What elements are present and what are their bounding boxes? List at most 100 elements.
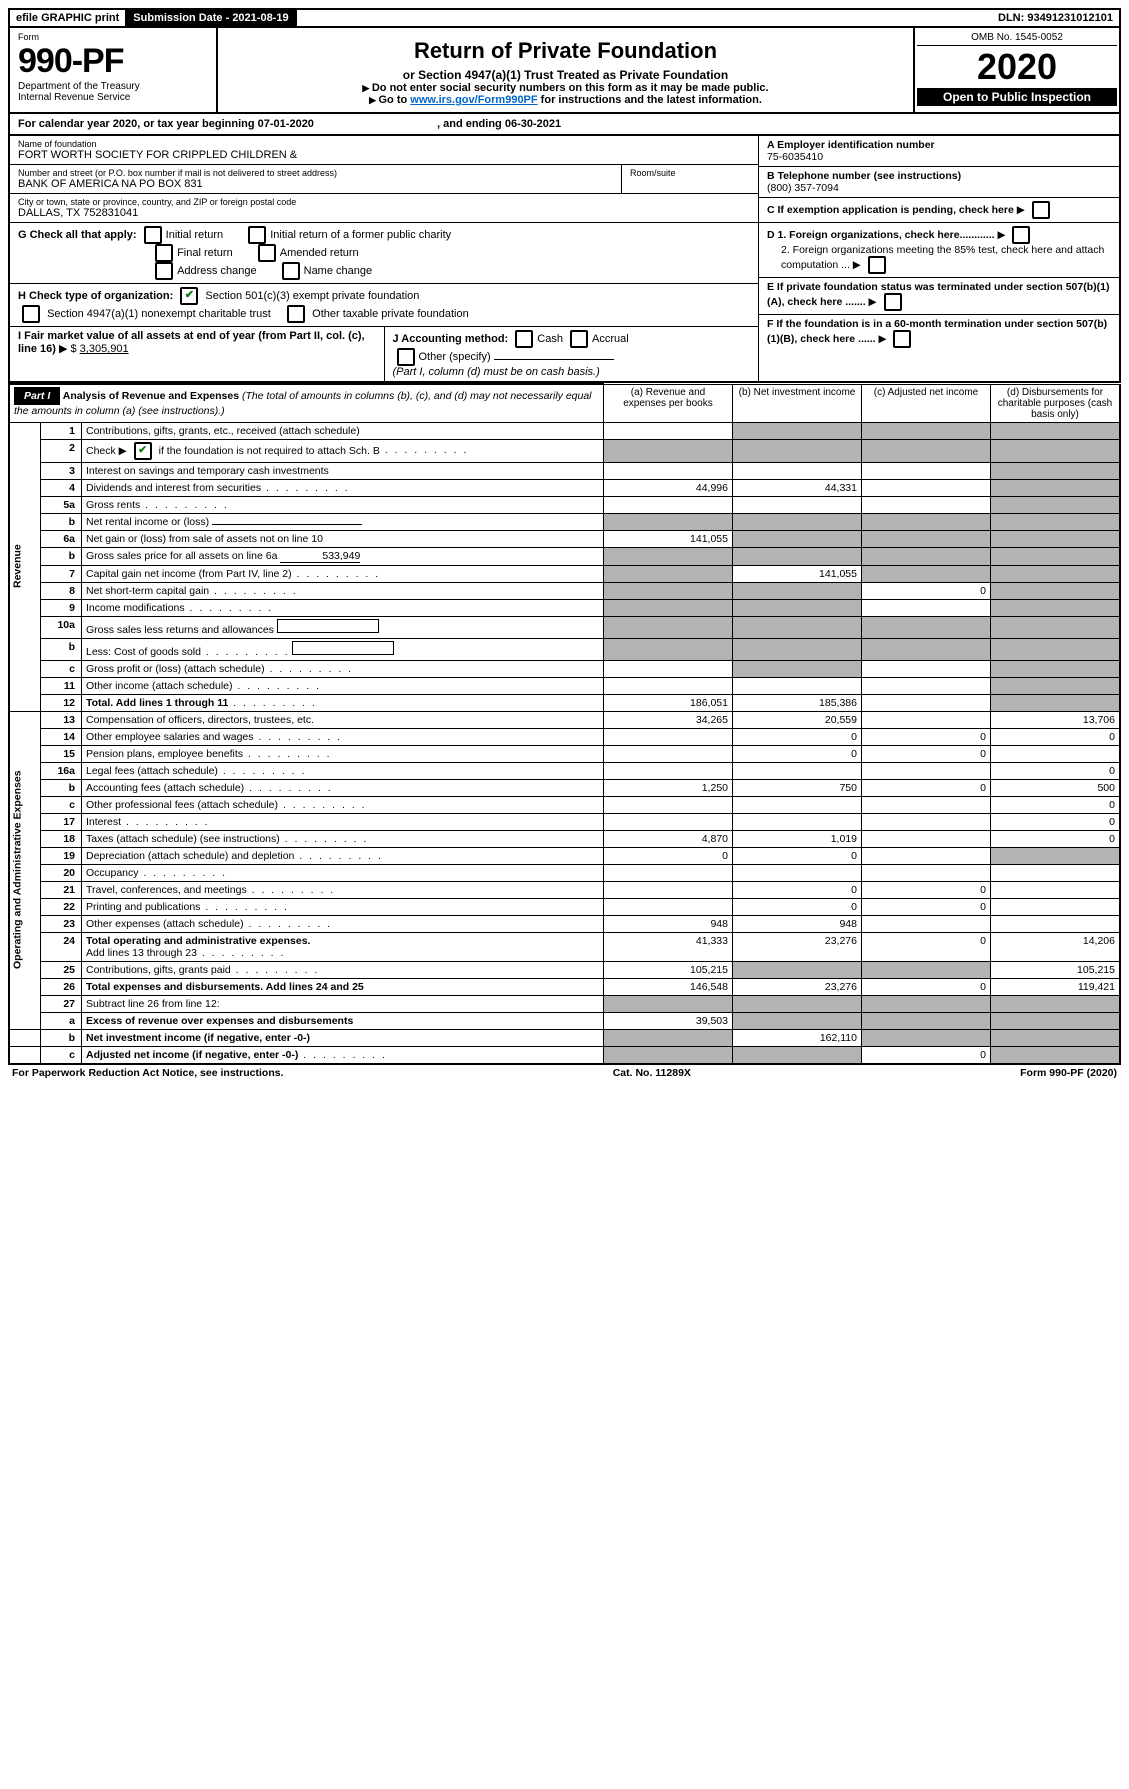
r16c-d: 0: [991, 796, 1121, 813]
r13: Compensation of officers, directors, tru…: [82, 711, 604, 728]
chk-initial-return[interactable]: [144, 226, 162, 244]
chk-other-method[interactable]: [397, 348, 415, 366]
chk-e[interactable]: [884, 293, 902, 311]
r2-post: if the foundation is not required to att…: [159, 444, 380, 456]
dept-label: Department of the Treasury: [18, 81, 208, 92]
r13-d: 13,706: [991, 711, 1121, 728]
r16b-b: 750: [733, 779, 862, 796]
r15-b: 0: [733, 745, 862, 762]
r24-a: 41,333: [604, 932, 733, 961]
r25-d: 105,215: [991, 961, 1121, 978]
r11: Other income (attach schedule): [86, 680, 233, 692]
r27c-c: 0: [862, 1046, 991, 1064]
h-label: H Check type of organization:: [18, 290, 173, 302]
tax-year: 2020: [917, 46, 1117, 88]
foundation-city: DALLAS, TX 752831041: [18, 207, 750, 219]
r27c: Adjusted net income (if negative, enter …: [86, 1049, 298, 1061]
r13-b: 20,559: [733, 711, 862, 728]
page-footer: For Paperwork Reduction Act Notice, see …: [8, 1065, 1121, 1081]
efile-label: efile GRAPHIC print: [10, 10, 127, 26]
city-label: City or town, state or province, country…: [18, 197, 750, 207]
chk-schb[interactable]: [134, 442, 152, 460]
r16a-d: 0: [991, 762, 1121, 779]
r7-b: 141,055: [733, 565, 862, 582]
opt-initial-public: Initial return of a former public charit…: [270, 229, 451, 241]
r7: Capital gain net income (from Part IV, l…: [86, 568, 292, 580]
d2-label: 2. Foreign organizations meeting the 85%…: [781, 244, 1104, 271]
part1-table: Part I Analysis of Revenue and Expenses …: [8, 383, 1121, 1065]
r10b: Less: Cost of goods sold: [86, 646, 201, 658]
r22-c: 0: [862, 898, 991, 915]
r19: Depreciation (attach schedule) and deple…: [86, 850, 294, 862]
opt-501c3: Section 501(c)(3) exempt private foundat…: [205, 290, 419, 302]
chk-exemption-pending[interactable]: [1032, 201, 1050, 219]
irs-label: Internal Revenue Service: [18, 92, 208, 103]
calendar-year-row: For calendar year 2020, or tax year begi…: [8, 114, 1121, 136]
r21-b: 0: [733, 881, 862, 898]
opt-4947a1: Section 4947(a)(1) nonexempt charitable …: [47, 308, 271, 320]
r12-b: 185,386: [733, 694, 862, 711]
chk-cash[interactable]: [515, 330, 533, 348]
chk-accrual[interactable]: [570, 330, 588, 348]
d1-label: D 1. Foreign organizations, check here..…: [767, 229, 995, 241]
r16c: Other professional fees (attach schedule…: [86, 799, 278, 811]
r26-a: 146,548: [604, 978, 733, 995]
r26-b: 23,276: [733, 978, 862, 995]
r26-d: 119,421: [991, 978, 1121, 995]
r16b-a: 1,250: [604, 779, 733, 796]
r27b: Net investment income (if negative, ente…: [82, 1029, 604, 1046]
form-subtitle: or Section 4947(a)(1) Trust Treated as P…: [224, 68, 907, 82]
chk-d2[interactable]: [868, 256, 886, 274]
r23-a: 948: [604, 915, 733, 932]
r14-b: 0: [733, 728, 862, 745]
g-label: G Check all that apply:: [18, 229, 137, 241]
r2-pre: Check ▶: [86, 444, 127, 456]
chk-address-change[interactable]: [155, 262, 173, 280]
chk-amended-return[interactable]: [258, 244, 276, 262]
chk-initial-public[interactable]: [248, 226, 266, 244]
phone-value: (800) 357-7094: [767, 182, 1111, 194]
cal-pre: For calendar year 2020, or tax year begi…: [18, 118, 258, 130]
chk-name-change[interactable]: [282, 262, 300, 280]
chk-d1[interactable]: [1012, 226, 1030, 244]
entity-info: Name of foundation FORT WORTH SOCIETY FO…: [8, 136, 1121, 383]
chk-501c3[interactable]: [180, 287, 198, 305]
r22-b: 0: [733, 898, 862, 915]
chk-4947a1[interactable]: [22, 305, 40, 323]
r16a: Legal fees (attach schedule): [86, 765, 218, 777]
r1: Contributions, gifts, grants, etc., rece…: [82, 422, 604, 439]
form-header: Form 990-PF Department of the Treasury I…: [8, 28, 1121, 114]
r9: Income modifications: [86, 602, 185, 614]
r19-a: 0: [604, 847, 733, 864]
r23-b: 948: [733, 915, 862, 932]
foundation-name: FORT WORTH SOCIETY FOR CRIPPLED CHILDREN…: [18, 149, 750, 161]
r26: Total expenses and disbursements. Add li…: [82, 978, 604, 995]
r6b-pre: Gross sales price for all assets on line…: [86, 550, 277, 562]
r27a-a: 39,503: [604, 1012, 733, 1029]
part1-title: Analysis of Revenue and Expenses: [63, 390, 239, 402]
r16b-c: 0: [862, 779, 991, 796]
r14-d: 0: [991, 728, 1121, 745]
chk-final-return[interactable]: [155, 244, 173, 262]
r5a: Gross rents: [86, 499, 140, 511]
b-label: B Telephone number (see instructions): [767, 170, 1111, 182]
chk-f[interactable]: [893, 330, 911, 348]
j-label: J Accounting method:: [393, 333, 509, 345]
chk-other-taxable[interactable]: [287, 305, 305, 323]
r6a: Net gain or (loss) from sale of assets n…: [82, 530, 604, 547]
r18-a: 4,870: [604, 830, 733, 847]
name-label: Name of foundation: [18, 139, 750, 149]
r4: Dividends and interest from securities: [86, 482, 261, 494]
footer-right: Form 990-PF (2020): [1020, 1067, 1117, 1079]
opt-accrual: Accrual: [592, 333, 629, 345]
form-url-link[interactable]: www.irs.gov/Form990PF: [410, 94, 537, 106]
r24: Total operating and administrative expen…: [86, 935, 310, 947]
opt-name-change: Name change: [304, 265, 373, 277]
top-bar: efile GRAPHIC print Submission Date - 20…: [8, 8, 1121, 28]
j-note: (Part I, column (d) must be on cash basi…: [393, 366, 600, 378]
r21: Travel, conferences, and meetings: [86, 884, 247, 896]
col-b-head: (b) Net investment income: [733, 384, 862, 422]
col-d-head: (d) Disbursements for charitable purpose…: [991, 384, 1121, 422]
r3: Interest on savings and temporary cash i…: [82, 462, 604, 479]
r8: Net short-term capital gain: [86, 585, 209, 597]
